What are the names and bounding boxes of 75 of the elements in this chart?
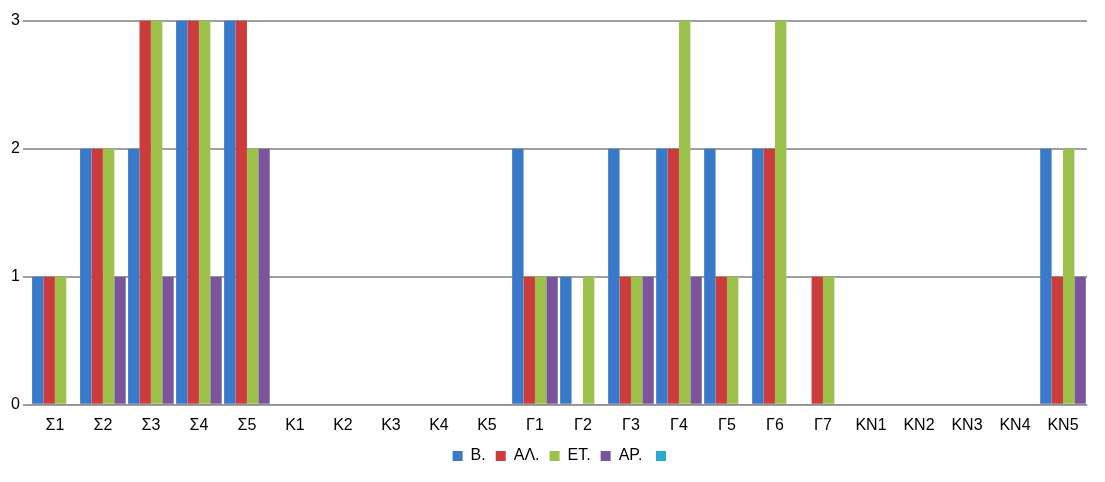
x-tick-label: Γ3	[622, 415, 640, 433]
bar	[187, 20, 199, 404]
bar	[32, 276, 44, 404]
x-tick-label: Γ5	[718, 415, 736, 433]
bar	[582, 276, 595, 404]
bar	[128, 148, 140, 404]
bar	[608, 148, 620, 404]
x-tick-label: Γ1	[526, 415, 544, 433]
legend-label: ΑΛ.	[513, 446, 540, 464]
bar	[224, 20, 236, 404]
bar	[235, 20, 247, 404]
bar	[690, 276, 702, 404]
bar	[726, 276, 739, 404]
bar	[246, 148, 259, 404]
bar	[715, 276, 727, 404]
bar	[114, 276, 126, 404]
legend-label: B.	[470, 446, 486, 464]
x-tick-label: Γ7	[814, 415, 832, 433]
y-tick-label: 3	[10, 11, 20, 29]
bar	[642, 276, 654, 404]
x-tick-label: Σ1	[45, 415, 65, 433]
bar	[630, 276, 643, 404]
bar	[534, 276, 547, 404]
x-tick-label: Γ4	[670, 415, 688, 433]
bar	[523, 276, 535, 404]
bar	[546, 276, 558, 404]
y-tick-label: 2	[10, 139, 20, 157]
x-tick-label: KN2	[903, 415, 935, 433]
bar	[774, 20, 787, 404]
bar	[560, 276, 572, 404]
bar	[91, 148, 103, 404]
y-tick-label: 0	[10, 395, 20, 413]
bar	[678, 20, 691, 404]
bar	[150, 20, 163, 404]
x-tick-label: KN4	[999, 415, 1031, 433]
x-tick-label: K3	[381, 415, 401, 433]
x-tick-label: Σ3	[141, 415, 161, 433]
bar	[139, 20, 151, 404]
bar	[667, 148, 679, 404]
x-tick-label: Γ6	[766, 415, 784, 433]
bar	[619, 276, 631, 404]
bar	[258, 148, 270, 404]
x-tick-label: Γ2	[574, 415, 592, 433]
bar	[763, 148, 775, 404]
x-tick-label: K2	[333, 415, 353, 433]
legend-label: ΑΡ.	[618, 446, 643, 464]
x-tick-label: Σ5	[237, 415, 257, 433]
bar	[656, 148, 668, 404]
bar	[43, 276, 55, 404]
bar	[512, 148, 524, 404]
bar	[210, 276, 222, 404]
bar	[176, 20, 188, 404]
bar	[54, 276, 67, 404]
bar	[80, 148, 92, 404]
x-tick-label: KN5	[1047, 415, 1079, 433]
y-tick-label: 1	[10, 267, 20, 285]
x-tick-label: K4	[429, 415, 449, 433]
x-tick-label: Σ2	[93, 415, 113, 433]
x-tick-label: K5	[477, 415, 497, 433]
bar	[162, 276, 174, 404]
x-tick-label: K1	[285, 415, 305, 433]
bar	[1063, 148, 1075, 404]
x-tick-label: KN3	[951, 415, 983, 433]
bar	[811, 276, 823, 404]
bar	[704, 148, 716, 404]
bar	[752, 148, 764, 404]
bar	[1074, 276, 1086, 404]
bar	[1040, 148, 1052, 404]
x-tick-label: KN1	[855, 415, 887, 433]
bar	[102, 148, 115, 404]
bar	[198, 20, 211, 404]
bar	[1051, 276, 1063, 404]
legend-label: ΕΤ.	[567, 446, 591, 464]
bar	[822, 276, 835, 404]
x-tick-label: Σ4	[189, 415, 209, 433]
